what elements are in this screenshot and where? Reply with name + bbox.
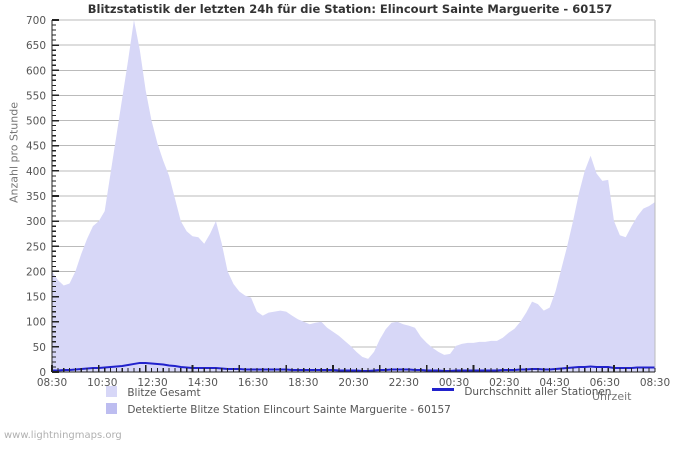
- chart-legend: Blitze Gesamt Detektierte Blitze Station…: [0, 386, 700, 422]
- svg-text:400: 400: [26, 166, 46, 178]
- svg-text:20:30: 20:30: [338, 377, 368, 389]
- svg-text:16:30: 16:30: [238, 377, 268, 389]
- svg-text:250: 250: [26, 241, 46, 253]
- svg-text:700: 700: [26, 15, 46, 27]
- svg-text:550: 550: [26, 90, 46, 102]
- legend-label-average: Durchschnitt aller Stationen: [464, 386, 612, 398]
- svg-text:450: 450: [26, 141, 46, 153]
- svg-text:300: 300: [26, 216, 46, 228]
- svg-text:200: 200: [26, 266, 46, 278]
- svg-text:06:30: 06:30: [590, 377, 620, 389]
- svg-text:04:30: 04:30: [539, 377, 569, 389]
- svg-text:100: 100: [26, 317, 46, 329]
- svg-text:22:30: 22:30: [389, 377, 419, 389]
- svg-text:500: 500: [26, 116, 46, 128]
- footer-url: www.lightningmaps.org: [4, 430, 122, 441]
- svg-text:08:30: 08:30: [640, 377, 670, 389]
- svg-text:0: 0: [39, 367, 46, 379]
- plot-area: 0 50 100 150 200 250 300 350 400 450 500 550 600 650 7…: [26, 15, 670, 389]
- svg-text:50: 50: [33, 342, 46, 354]
- svg-text:650: 650: [26, 40, 46, 52]
- svg-text:14:30: 14:30: [188, 377, 218, 389]
- svg-text:12:30: 12:30: [137, 377, 167, 389]
- svg-text:02:30: 02:30: [489, 377, 519, 389]
- legend-swatch-total: [106, 386, 117, 397]
- legend-line-average: [432, 388, 454, 391]
- x-axis-title: Uhrzeit: [592, 390, 632, 403]
- svg-text:600: 600: [26, 65, 46, 77]
- svg-text:350: 350: [26, 191, 46, 203]
- svg-text:18:30: 18:30: [288, 377, 318, 389]
- legend-label-station: Detektierte Blitze Station Elincourt Sai…: [127, 404, 451, 416]
- legend-item-durchschnitt: Durchschnitt aller Stationen: [432, 386, 611, 401]
- chart-title: Blitzstatistik der letzten 24h für die S…: [87, 2, 613, 16]
- svg-text:00:30: 00:30: [439, 377, 469, 389]
- svg-text:08:30: 08:30: [37, 377, 67, 389]
- svg-text:150: 150: [26, 292, 46, 304]
- legend-item-detektierte-blitze-station: Detektierte Blitze Station Elincourt Sai…: [106, 403, 451, 418]
- legend-item-blitze-gesamt: Blitze Gesamt: [106, 386, 201, 401]
- legend-swatch-station: [106, 403, 117, 414]
- legend-label-total: Blitze Gesamt: [127, 387, 201, 399]
